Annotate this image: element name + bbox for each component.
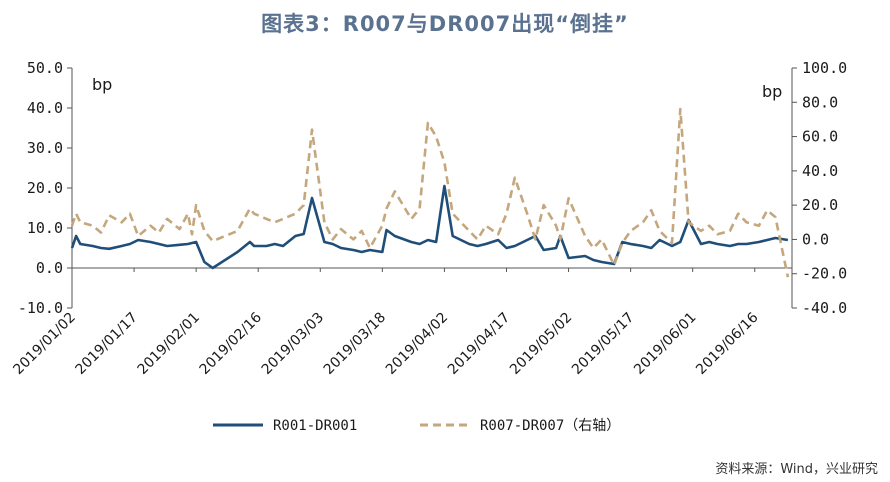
x-tick-label: 2019/02/01 <box>135 310 203 378</box>
x-tick-label: 2019/04/17 <box>445 310 513 378</box>
right-tick-label: 80.0 <box>802 93 838 111</box>
right-tick-label: 20.0 <box>802 196 838 214</box>
left-tick-label: 0.0 <box>36 259 63 277</box>
legend-label-r007-dr007: R007-DR007（右轴） <box>480 418 620 434</box>
right-tick-label: 60.0 <box>802 128 838 146</box>
axes-layer: 50.0 40.0 30.0 20.0 10.0 0.0 -10.0 100.0 80.0 60.… <box>10 59 847 378</box>
left-tick-label: 10.0 <box>27 219 63 237</box>
right-tick-label: -20.0 <box>802 265 847 283</box>
x-tick-label: 2019/02/16 <box>197 309 265 377</box>
right-tick-label: 100.0 <box>802 59 847 77</box>
source-note: 资料来源：Wind，兴业研究 <box>715 462 878 477</box>
series-line-r007-dr007 <box>70 107 790 278</box>
left-axis-unit: bp <box>92 75 112 94</box>
left-tick-label: -10.0 <box>18 299 63 317</box>
x-tick-label: 2019/05/17 <box>569 310 637 378</box>
x-tick-label: 2019/06/01 <box>631 310 699 378</box>
x-tick-label: 2019/01/02 <box>10 310 78 378</box>
right-axis-unit: bp <box>762 82 782 101</box>
x-tick-label: 2019/03/03 <box>259 310 327 378</box>
x-tick-label: 2019/06/16 <box>693 309 761 377</box>
left-tick-label: 20.0 <box>27 179 63 197</box>
x-tick-label: 2019/03/18 <box>321 310 389 378</box>
series-layer <box>70 107 790 278</box>
series-line-r001-dr001 <box>70 184 789 270</box>
legend: R001-DR001 R007-DR007（右轴） <box>213 418 620 434</box>
left-tick-label: 30.0 <box>27 139 63 157</box>
chart-title: 图表3：R007与DR007出现“倒挂” <box>261 12 629 36</box>
x-tick-label: 2019/01/17 <box>73 310 141 378</box>
left-tick-label: 40.0 <box>27 99 63 117</box>
right-tick-label: -40.0 <box>802 299 847 317</box>
right-tick-label: 0.0 <box>802 230 829 248</box>
legend-label-r001-dr001: R001-DR001 <box>273 418 357 434</box>
x-tick-label: 2019/04/02 <box>383 310 451 378</box>
right-tick-label: 40.0 <box>802 162 838 180</box>
left-tick-label: 50.0 <box>27 59 63 77</box>
x-tick-label: 2019/05/02 <box>507 310 575 378</box>
